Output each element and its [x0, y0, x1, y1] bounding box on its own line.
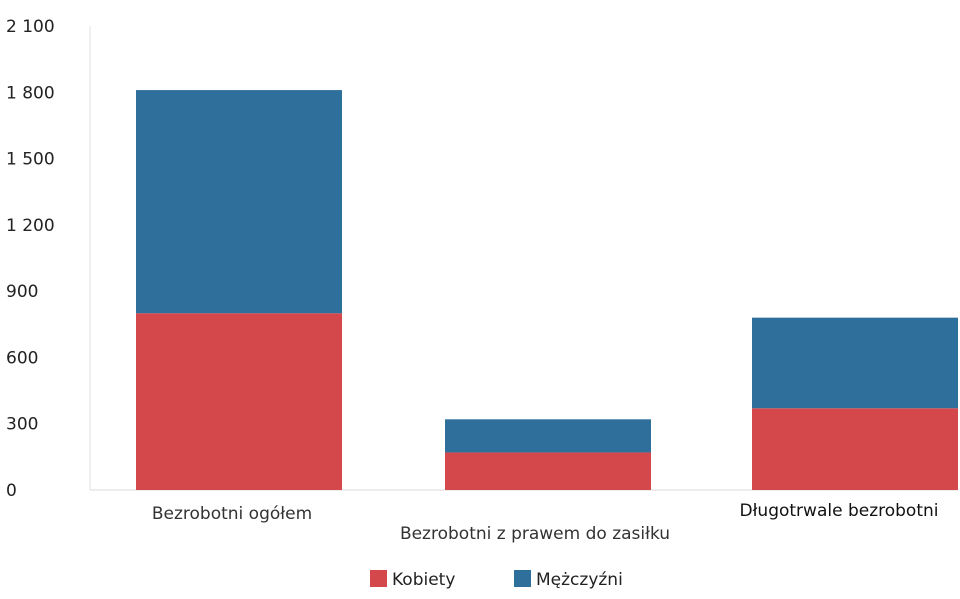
x-category-label: Bezrobotni z prawem do zasiłku — [400, 524, 670, 544]
y-tick-label: 600 — [6, 348, 38, 368]
bar-segment-kobiety — [136, 313, 342, 490]
y-tick-label: 2 100 — [6, 17, 55, 37]
legend: Kobiety Mężczyźni — [370, 570, 623, 590]
bar-segment-kobiety — [445, 452, 651, 490]
bar-segment-mezczyzni — [136, 90, 342, 314]
legend-swatch — [370, 570, 387, 587]
y-tick-label: 900 — [6, 282, 38, 302]
x-category-label: Bezrobotni ogółem — [152, 504, 312, 524]
x-category-labels: Bezrobotni ogółem Bezrobotni z prawem do … — [152, 501, 939, 544]
bar-segment-mezczyzni — [752, 317, 958, 409]
bars — [136, 90, 958, 490]
legend-swatch — [514, 570, 531, 587]
legend-label: Mężczyźni — [536, 570, 623, 590]
y-tick-label: 300 — [6, 415, 38, 435]
legend-label: Kobiety — [392, 570, 455, 590]
x-category-label: Długotrwale bezrobotni — [740, 501, 939, 521]
bar-segment-kobiety — [752, 408, 958, 490]
y-tick-label: 1 500 — [6, 150, 55, 170]
bar-segment-mezczyzni — [445, 419, 651, 453]
y-tick-label: 0 — [6, 481, 17, 501]
y-tick-labels: 0 300 600 900 1 200 1 500 1 800 2 100 — [6, 17, 55, 501]
y-tick-label: 1 200 — [6, 216, 55, 236]
y-tick-label: 1 800 — [6, 83, 55, 103]
